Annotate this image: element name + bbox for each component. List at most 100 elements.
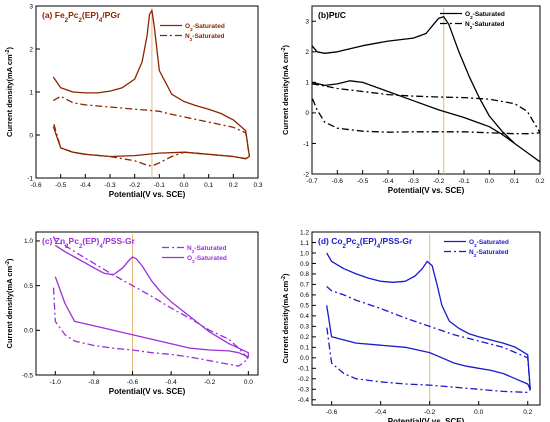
y-axis-title-part: Current density(mA cm [5, 265, 14, 348]
x-tick-label: -0.6 [332, 178, 344, 185]
legend-label-part: 2 [474, 243, 477, 248]
panel-label-part: (EP) [360, 236, 377, 246]
panel-label-part: 2 [356, 243, 360, 250]
y-tick-label: 0.6 [300, 292, 309, 299]
x-tick-label: -0.6 [326, 409, 338, 416]
legend-label-part: 2 [190, 27, 193, 32]
x-tick-label: 0.0 [179, 182, 188, 189]
y-tick-label: 0.1 [300, 345, 309, 352]
panel-label: (b)Pt/C [318, 10, 346, 20]
x-axis-title: Potential(V vs. SCE) [109, 190, 186, 199]
panel-label: (d) Co2Pc2(EP)4/PSS-Gr [318, 236, 413, 250]
x-tick-label: 0.0 [474, 409, 483, 416]
panel-label-part: (a) Fe [42, 10, 65, 20]
panel-label-part: Pc [69, 236, 80, 246]
y-axis-title-part: Current density(mA cm [5, 54, 14, 137]
series-line-1 [54, 244, 249, 358]
panel-label-part: (EP) [82, 236, 99, 246]
panel-label: (a) Fe2Pc2(EP)4/PGr [42, 10, 121, 24]
legend-label: O2-Saturated [469, 239, 509, 248]
legend-label-part: -Saturated [472, 21, 504, 28]
legend-label-part: -Saturated [192, 33, 224, 40]
plot-frame [311, 231, 541, 406]
legend-label-part: -Saturated [195, 255, 227, 262]
legend-label-part: 2 [192, 259, 195, 264]
panel-label-part: 4 [377, 243, 381, 250]
y-tick-label: 3 [29, 3, 33, 10]
x-tick-label: -0.4 [80, 182, 92, 189]
y-tick-label: 0.0 [24, 328, 33, 335]
x-tick-label: 0.0 [485, 178, 494, 185]
series-line-1 [326, 286, 531, 394]
y-tick-label: 0 [305, 110, 309, 117]
legend-label-part: O [465, 11, 470, 18]
legend-label: N2-Saturated [469, 249, 508, 258]
x-tick-label: -0.3 [104, 182, 116, 189]
x-tick-label: -0.2 [129, 182, 141, 189]
y-axis-title-part: -2 [281, 48, 287, 53]
legend-label-part: 2 [470, 15, 473, 20]
panel-label-part: /PSS-Gr [380, 236, 413, 246]
x-tick-label: 0.2 [229, 182, 238, 189]
chart-panel-a: -0.6 -0.5 -0.4 -0.3 -0.2 -0.1 0.0 0.1 0.2 0.3 -1 0 1… [5, 3, 263, 199]
y-tick-label: -0.3 [298, 387, 310, 394]
y-axis-title-part: -2 [5, 50, 11, 55]
y-tick-label: 1 [29, 89, 33, 96]
series-line-0 [326, 252, 531, 390]
plot-frame [311, 5, 541, 175]
y-tick-label: 1.0 [24, 238, 33, 245]
y-axis-title-part: ) [5, 47, 14, 50]
y-tick-label: 0.3 [300, 324, 309, 331]
panel-label-part: (d) Co [318, 236, 343, 246]
panel-label-part: (EP) [82, 10, 99, 20]
legend-label-part: N [465, 21, 470, 28]
legend-label-part: -Saturated [193, 23, 225, 30]
plot-frame [35, 231, 259, 376]
legend-label-part: 2 [474, 253, 477, 258]
legend-label: N2-Saturated [187, 245, 226, 254]
panel-label: (c) Zn2Pc2(EP)4/PSS-Gr [42, 236, 136, 250]
x-tick-label: 0.0 [244, 379, 253, 386]
x-tick-label: 0.2 [523, 409, 532, 416]
panel-label-part: /PGr [102, 10, 121, 20]
legend-label: O2-Saturated [187, 255, 227, 264]
y-tick-label: 1.0 [300, 250, 309, 257]
y-tick-label: -0.2 [298, 376, 310, 383]
x-tick-label: -0.2 [424, 409, 436, 416]
panel-label-part: 2 [78, 17, 82, 24]
y-axis-title: Current density(mA cm-2) [5, 47, 14, 137]
x-tick-label: 0.2 [535, 178, 544, 185]
panel-label-part: 2 [65, 17, 69, 24]
x-axis-title: Potential(V vs. SCE) [109, 387, 186, 396]
y-axis-title-part: -2 [281, 276, 287, 281]
x-tick-label: -0.1 [154, 182, 166, 189]
y-axis-title: Current density(mA cm-2) [281, 45, 290, 135]
y-axis-title: Current density(mA cm-2) [5, 258, 14, 348]
y-tick-label: 0 [29, 132, 33, 139]
y-tick-label: 0.4 [300, 313, 309, 320]
y-tick-label: 0.8 [300, 271, 309, 278]
legend-label: N2-Saturated [185, 33, 224, 42]
x-tick-label: -1.0 [50, 379, 62, 386]
y-tick-label: 0.5 [24, 283, 33, 290]
chart-panel-c: -1.0 -0.8 -0.6 -0.4 -0.2 0.0 -0.5 0.0 0.5 1.0 Pote… [5, 231, 259, 396]
panel-label-part: (b)Pt/C [318, 10, 346, 20]
y-tick-label: 0.5 [300, 303, 309, 310]
x-tick-label: -0.3 [408, 178, 420, 185]
panel-label-part: Pc [68, 10, 79, 20]
chart-panel-d: -0.6 -0.4 -0.2 0.0 0.2 -0.4 -0.3 -0.2 -0.1 0.0 0.1… [281, 229, 541, 422]
y-tick-label: -0.1 [298, 366, 310, 373]
x-tick-label: 0.3 [253, 182, 262, 189]
legend-label-part: N [469, 249, 474, 256]
series-line-0 [52, 236, 249, 367]
x-tick-label: -0.1 [458, 178, 470, 185]
legend-label-part: -Saturated [473, 11, 505, 18]
legend-label-part: -Saturated [194, 245, 226, 252]
legend-label-part: -Saturated [477, 239, 509, 246]
y-tick-label: -2 [303, 171, 309, 178]
y-tick-label: 3 [305, 19, 309, 26]
x-axis-title: Potential(V vs. SCE) [388, 417, 465, 422]
x-tick-label: -0.6 [127, 379, 139, 386]
legend-label: O2-Saturated [185, 23, 225, 32]
